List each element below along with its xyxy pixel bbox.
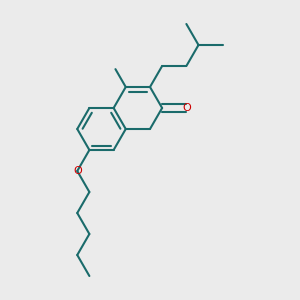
Text: O: O <box>73 166 82 176</box>
Text: O: O <box>182 103 191 113</box>
